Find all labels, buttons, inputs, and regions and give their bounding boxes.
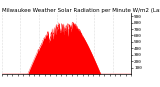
Text: Milwaukee Weather Solar Radiation per Minute W/m2 (Last 24 Hours): Milwaukee Weather Solar Radiation per Mi…: [2, 8, 160, 13]
